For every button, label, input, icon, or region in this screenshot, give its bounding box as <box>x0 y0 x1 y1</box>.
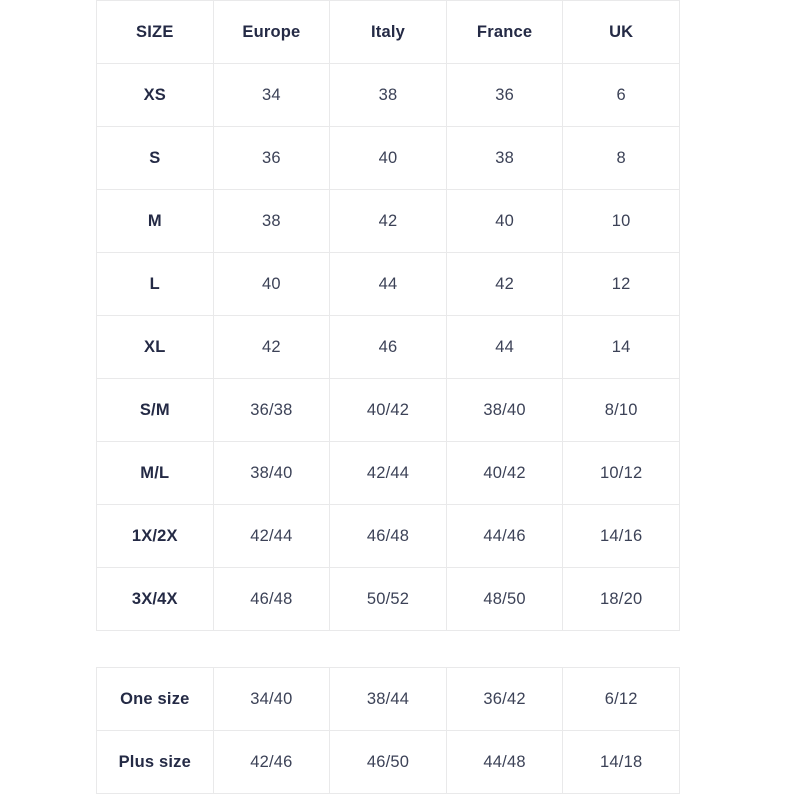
cell-uk: 6/12 <box>562 667 680 731</box>
cell-italy: 46 <box>329 315 447 379</box>
cell-france: 44/46 <box>445 504 564 568</box>
cell-italy: 50/52 <box>329 567 447 631</box>
cell-italy: 42 <box>329 189 447 253</box>
cell-uk: 14/16 <box>562 504 680 568</box>
cell-france: 38 <box>445 126 564 190</box>
column-header-france: France <box>445 0 564 64</box>
cell-italy: 38 <box>329 63 447 127</box>
cell-italy: 46/48 <box>329 504 447 568</box>
column-header-europe: Europe <box>212 0 331 64</box>
column-header-size: SIZE <box>96 0 214 64</box>
row-label: S <box>96 126 214 190</box>
cell-france: 36 <box>445 63 564 127</box>
cell-france: 44/48 <box>445 730 564 794</box>
table-header-row: SIZE Europe Italy France UK <box>96 0 680 64</box>
table-row: S 36 40 38 8 <box>96 126 680 190</box>
cell-italy: 42/44 <box>329 441 447 505</box>
row-label: XS <box>96 63 214 127</box>
cell-uk: 14 <box>562 315 680 379</box>
table-row: 1X/2X 42/44 46/48 44/46 14/16 <box>96 504 680 568</box>
cell-france: 40 <box>445 189 564 253</box>
row-label: XL <box>96 315 214 379</box>
cell-uk: 8 <box>562 126 680 190</box>
table-row: S/M 36/38 40/42 38/40 8/10 <box>96 378 680 442</box>
cell-europe: 38/40 <box>212 441 331 505</box>
cell-france: 48/50 <box>445 567 564 631</box>
cell-france: 44 <box>445 315 564 379</box>
cell-italy: 38/44 <box>329 667 447 731</box>
cell-europe: 38 <box>212 189 331 253</box>
cell-europe: 34 <box>212 63 331 127</box>
cell-uk: 10 <box>562 189 680 253</box>
row-label: L <box>96 252 214 316</box>
table-row: M/L 38/40 42/44 40/42 10/12 <box>96 441 680 505</box>
cell-uk: 12 <box>562 252 680 316</box>
table-separator-gap <box>96 631 680 667</box>
table-row: M 38 42 40 10 <box>96 189 680 253</box>
cell-italy: 40 <box>329 126 447 190</box>
primary-size-table: SIZE Europe Italy France UK XS 34 38 36 … <box>96 0 680 631</box>
cell-france: 40/42 <box>445 441 564 505</box>
size-chart-stack: SIZE Europe Italy France UK XS 34 38 36 … <box>96 0 680 794</box>
cell-italy: 46/50 <box>329 730 447 794</box>
row-label: S/M <box>96 378 214 442</box>
table-row: One size 34/40 38/44 36/42 6/12 <box>96 667 680 731</box>
cell-france: 38/40 <box>445 378 564 442</box>
table-row: XS 34 38 36 6 <box>96 63 680 127</box>
row-label: M <box>96 189 214 253</box>
cell-europe: 42/44 <box>212 504 331 568</box>
cell-europe: 36/38 <box>212 378 331 442</box>
cell-france: 42 <box>445 252 564 316</box>
column-header-italy: Italy <box>329 0 447 64</box>
row-label: Plus size <box>96 730 214 794</box>
cell-europe: 40 <box>212 252 331 316</box>
cell-europe: 42 <box>212 315 331 379</box>
secondary-size-table: One size 34/40 38/44 36/42 6/12 Plus siz… <box>96 667 680 794</box>
row-label: 1X/2X <box>96 504 214 568</box>
table-row: XL 42 46 44 14 <box>96 315 680 379</box>
cell-europe: 36 <box>212 126 331 190</box>
cell-italy: 44 <box>329 252 447 316</box>
row-label: 3X/4X <box>96 567 214 631</box>
primary-table-body: XS 34 38 36 6 S 36 40 38 8 M 38 42 <box>96 63 680 631</box>
cell-uk: 18/20 <box>562 567 680 631</box>
cell-uk: 14/18 <box>562 730 680 794</box>
cell-europe: 42/46 <box>212 730 331 794</box>
cell-uk: 6 <box>562 63 680 127</box>
table-row: L 40 44 42 12 <box>96 252 680 316</box>
cell-france: 36/42 <box>445 667 564 731</box>
table-row: 3X/4X 46/48 50/52 48/50 18/20 <box>96 567 680 631</box>
cell-europe: 46/48 <box>212 567 331 631</box>
table-row: Plus size 42/46 46/50 44/48 14/18 <box>96 730 680 794</box>
row-label: One size <box>96 667 214 731</box>
cell-italy: 40/42 <box>329 378 447 442</box>
primary-table-header: SIZE Europe Italy France UK <box>96 0 680 64</box>
secondary-table-body: One size 34/40 38/44 36/42 6/12 Plus siz… <box>96 667 680 794</box>
column-header-uk: UK <box>562 0 680 64</box>
cell-uk: 8/10 <box>562 378 680 442</box>
cell-europe: 34/40 <box>212 667 331 731</box>
cell-uk: 10/12 <box>562 441 680 505</box>
row-label: M/L <box>96 441 214 505</box>
